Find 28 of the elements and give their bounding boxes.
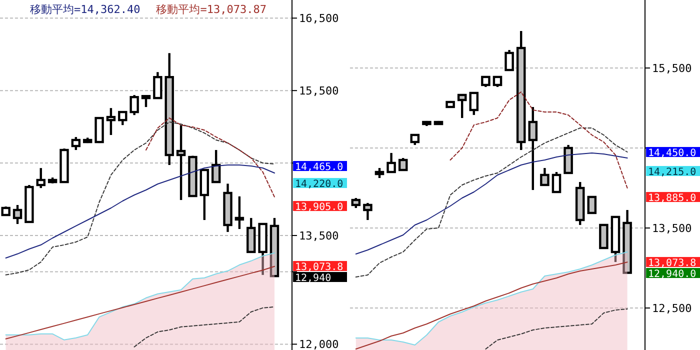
price-tag: 12,940 xyxy=(293,272,347,284)
line-series xyxy=(355,152,628,254)
price-tag: 12,940.0 xyxy=(646,268,700,280)
price-tag: 14,450.0 xyxy=(646,147,700,159)
line-series xyxy=(355,128,628,278)
price-tag: 13,885.0 xyxy=(646,192,700,204)
price-tag: 14,465.0 xyxy=(293,161,347,173)
line-series xyxy=(134,306,275,348)
y-tick-label: 15,500 xyxy=(652,62,692,75)
price-tag: 13,073.8 xyxy=(646,257,700,269)
text: 移動平均=13,073.87 xyxy=(156,3,266,16)
price-tag: 13,905.0 xyxy=(293,201,347,213)
text: 移動平均=14,362.40 xyxy=(30,3,140,16)
y-tick-label: 12,500 xyxy=(652,302,692,315)
line-series xyxy=(5,164,275,258)
price-tag: 13,073.8 xyxy=(293,261,347,273)
line-series xyxy=(5,266,275,340)
y-tick-label: 16,500 xyxy=(299,12,339,26)
y-tick-label: 13,500 xyxy=(299,230,339,243)
line-series xyxy=(5,122,275,276)
line-series xyxy=(450,92,628,188)
line-series xyxy=(146,118,275,198)
line-series xyxy=(485,308,628,350)
y-tick-label: 12,000 xyxy=(299,338,339,350)
y-tick-label: 15,500 xyxy=(299,84,339,98)
y-tick-label: 13,500 xyxy=(652,222,692,235)
price-tag: 14,215.0 xyxy=(646,166,700,178)
price-tag: 14,220.0 xyxy=(293,178,347,190)
